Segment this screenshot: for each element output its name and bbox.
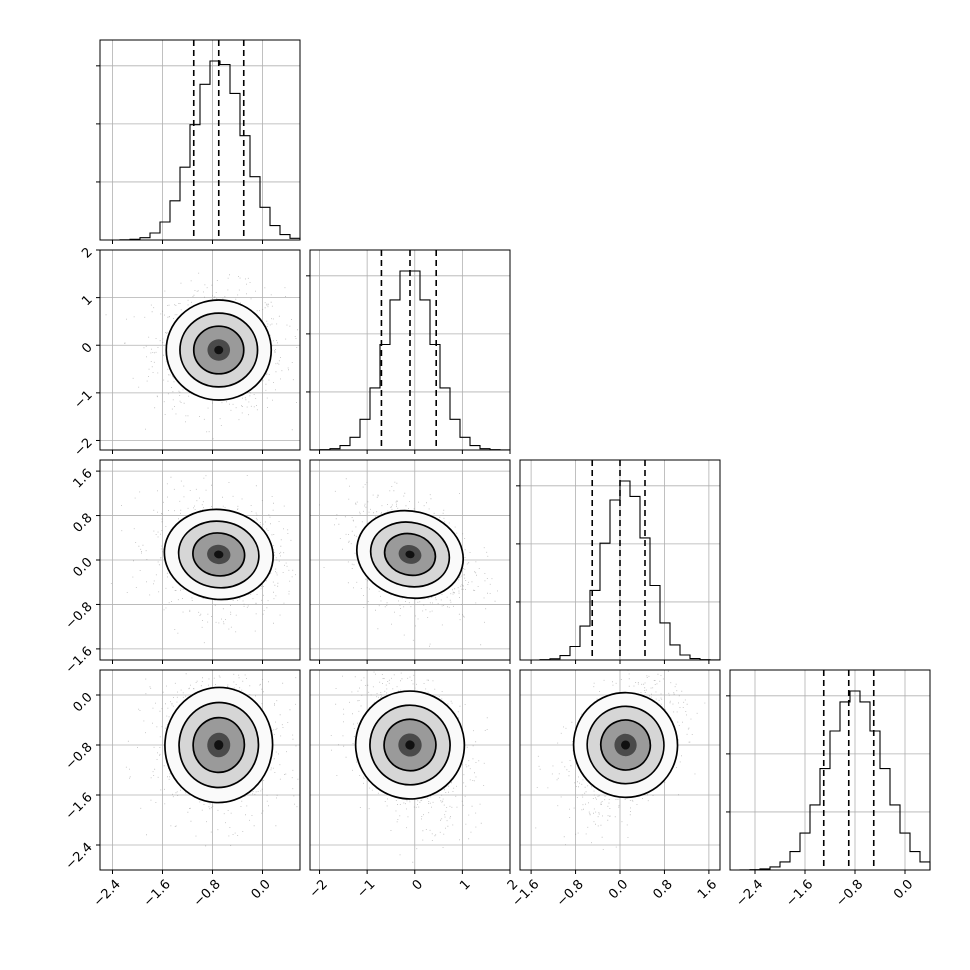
y-tick-label: 1 <box>79 293 95 309</box>
scatter-panel-3-2 <box>519 669 721 874</box>
hist-frame <box>519 459 721 661</box>
contour-2 <box>383 532 437 577</box>
contour-0 <box>354 690 466 800</box>
scatter-panel-3-1 <box>309 669 511 874</box>
x-tick-label: −2.4 <box>733 877 766 910</box>
scatter-panel-2-1 <box>309 459 511 664</box>
contour-1 <box>586 705 665 785</box>
y-tick-label: 2 <box>79 245 95 261</box>
histogram-0 <box>100 60 301 241</box>
panel-frame <box>309 459 511 661</box>
hist-frame <box>729 669 931 871</box>
x-tick-label: 1 <box>457 877 473 893</box>
scatter-panel-2-0 <box>96 459 301 664</box>
y-tick-label: −1.6 <box>63 644 96 677</box>
x-tick-label: 0.0 <box>891 877 916 902</box>
x-tick-label: 1.6 <box>695 877 720 902</box>
density-level-4 <box>621 740 631 750</box>
scatter-panel-1-0 <box>96 249 301 454</box>
x-tick-label: −1.6 <box>783 877 816 910</box>
hist-frame <box>99 39 301 241</box>
contour-1 <box>369 521 451 588</box>
y-tick-label: 1.6 <box>70 466 95 491</box>
contour-0 <box>165 299 273 401</box>
hist-frame <box>309 249 511 451</box>
panel-content <box>310 460 510 660</box>
y-tick-label: −2.4 <box>63 840 96 873</box>
y-tick-label: −2 <box>71 436 95 460</box>
panel-frame <box>99 249 301 451</box>
histogram-2 <box>520 480 721 661</box>
panel-content <box>100 250 300 450</box>
contour-0 <box>163 508 274 601</box>
contour-2 <box>383 718 437 772</box>
hist-panel-1 <box>306 249 511 454</box>
contour-2 <box>192 716 246 774</box>
panel-content <box>520 670 720 870</box>
hist-panel-0 <box>96 39 301 244</box>
contour-0 <box>164 686 274 804</box>
contour-1 <box>178 701 260 789</box>
x-tick-label: −0.8 <box>191 877 224 910</box>
y-tick-label: −0.8 <box>63 599 96 632</box>
x-tick-label: −0.8 <box>833 877 866 910</box>
panel-content <box>100 670 300 870</box>
x-tick-label: 0.8 <box>651 877 676 902</box>
density-level-4 <box>214 550 224 559</box>
x-tick-label: −1.6 <box>141 877 174 910</box>
y-tick-label: 0.0 <box>70 690 95 715</box>
contour-2 <box>599 719 652 771</box>
panel-content <box>310 670 510 870</box>
density-level-4 <box>214 345 224 355</box>
x-tick-label: 0.0 <box>606 877 631 902</box>
y-tick-label: 0.0 <box>70 555 95 580</box>
histogram-3 <box>730 690 931 871</box>
x-tick-label: −0.8 <box>554 877 587 910</box>
y-tick-label: 0 <box>79 340 95 356</box>
y-tick-label: −1.6 <box>63 790 96 823</box>
hist-panel-2 <box>516 459 721 664</box>
x-tick-label: −2 <box>307 877 331 901</box>
x-tick-label: 0.0 <box>249 877 274 902</box>
contour-0 <box>355 509 465 600</box>
y-tick-label: −0.8 <box>63 740 96 773</box>
y-tick-label: 0.8 <box>70 511 95 536</box>
contour-2 <box>192 325 245 375</box>
panel-content <box>100 460 300 660</box>
contour-2 <box>192 532 246 577</box>
density-level-4 <box>405 550 415 559</box>
panel-frame <box>99 669 301 871</box>
contour-1 <box>369 704 451 786</box>
x-tick-label: 0 <box>410 877 426 893</box>
contour-1 <box>177 520 260 589</box>
contour-1 <box>179 312 259 388</box>
y-tick-label: −1 <box>71 388 95 412</box>
hist-panel-3 <box>726 669 931 874</box>
density-level-4 <box>214 740 224 750</box>
panel-frame <box>309 669 511 871</box>
scatter-panel-3-0 <box>96 669 301 874</box>
contour-0 <box>572 691 679 799</box>
x-tick-label: −2.4 <box>91 877 124 910</box>
density-level-4 <box>405 740 415 750</box>
x-tick-label: −1 <box>354 877 378 901</box>
